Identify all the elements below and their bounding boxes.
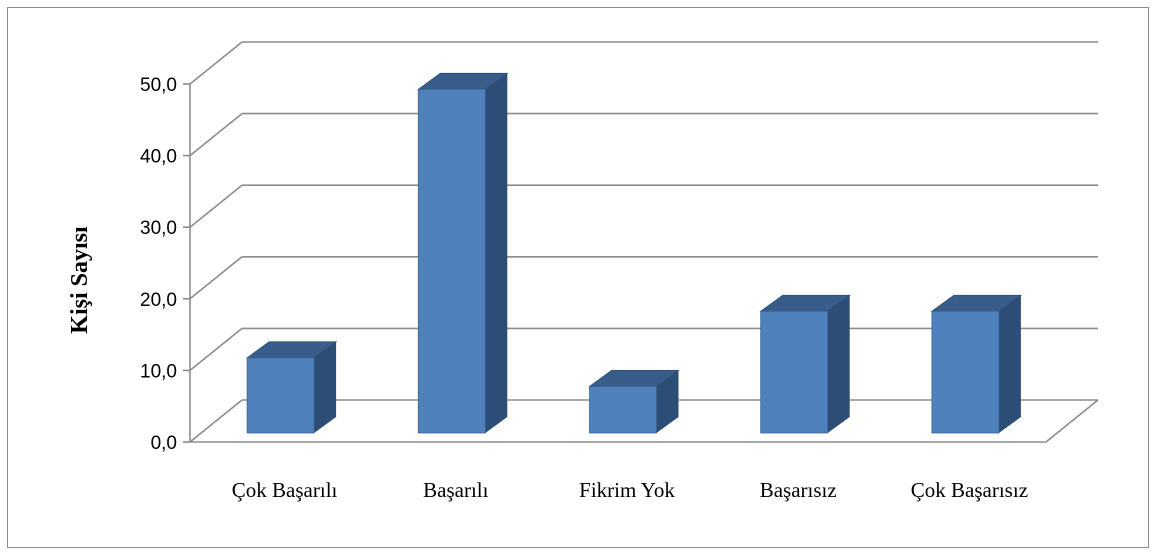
y-tick-label: 20,0 — [140, 290, 177, 311]
x-tick-label: Başarısız — [760, 478, 837, 502]
gridline-depth — [189, 327, 243, 372]
bar-front — [760, 310, 829, 434]
y-tick-label: 10,0 — [140, 361, 177, 382]
y-tick-label: 0,0 — [151, 433, 177, 454]
bar-front — [246, 357, 315, 434]
y-tick-label: 30,0 — [140, 218, 177, 239]
bar-front — [417, 88, 486, 434]
bar-side — [485, 73, 508, 433]
bar — [417, 72, 509, 434]
bar-side — [314, 341, 337, 433]
y-axis-label: Kişi Sayısı — [67, 226, 93, 334]
bar-layer — [245, 72, 1023, 434]
bar — [930, 294, 1023, 434]
bar — [588, 370, 680, 434]
x-tick-label: Fikrim Yok — [579, 478, 675, 502]
chart-frame — [7, 7, 1149, 548]
bar-side — [656, 370, 679, 433]
x-tick-label: Çok Başarılı — [232, 478, 338, 502]
bar — [245, 341, 338, 434]
gridline-depth — [189, 184, 243, 228]
y-tick-label: 50,0 — [140, 75, 177, 96]
bar-front — [589, 386, 657, 434]
axis-layer — [183, 83, 1099, 443]
bar — [759, 294, 851, 434]
x-tick-label: Çok Başarısız — [911, 478, 1028, 502]
x-tick-labels: Çok Başarılı Başarılı Fikrim Yok Başarısız Ç… — [232, 478, 1028, 502]
gridline-depth — [189, 41, 243, 85]
bar-side — [827, 295, 850, 433]
gridline-depth — [189, 256, 243, 300]
gridline-depth — [189, 399, 243, 443]
x-tick-label: Başarılı — [423, 478, 488, 502]
y-tick-label: 40,0 — [140, 147, 177, 168]
floor-right-edge — [1045, 399, 1099, 443]
bar-front — [931, 310, 1000, 434]
y-tick-labels: 0,0 10,0 20,0 30,0 40,0 50,0 — [140, 75, 177, 454]
bar-side — [998, 295, 1021, 433]
gridline-depth — [189, 112, 243, 157]
